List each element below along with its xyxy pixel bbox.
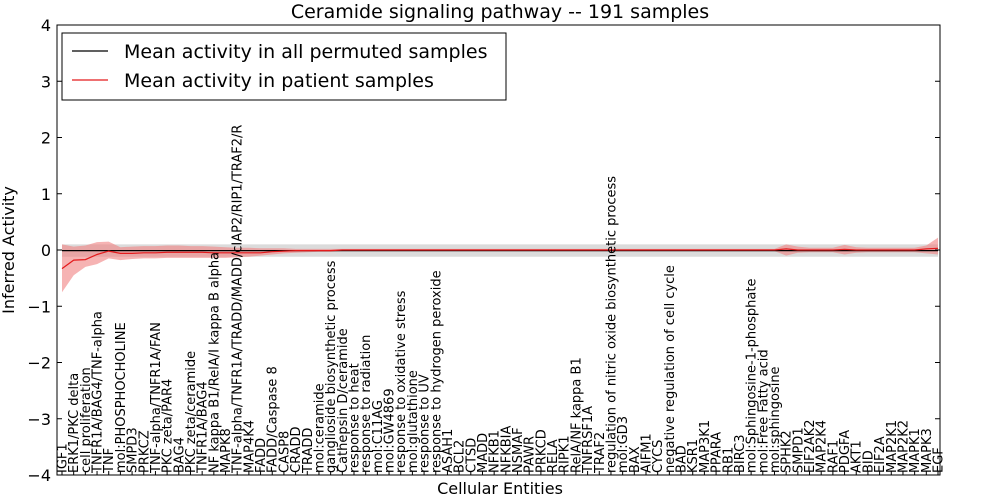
x-tick-label: response to UV: [418, 374, 433, 473]
x-tick-label: RELA: [546, 439, 561, 473]
x-tick-label: TNFR1A/BAG4: [196, 381, 211, 474]
x-tick-label: IGF1: [56, 443, 71, 473]
x-tick-label: MAPK8: [219, 428, 234, 473]
x-tick-label: RB1: [721, 447, 736, 473]
x-tick-label: MAP4K4: [242, 420, 257, 473]
y-tick-label: −4: [27, 466, 51, 485]
x-tick-label: NF kappa B1/RelA/I kappa B alpha: [207, 252, 222, 473]
x-tick-label: negative regulation of cell cycle: [663, 265, 678, 473]
x-tick-label: EIF2A: [873, 436, 888, 473]
x-tick-label: RelA/NF kappa B1: [569, 357, 584, 473]
x-tick-label: SMPD3: [126, 427, 141, 473]
x-tick-label: NFKBIA: [499, 426, 514, 473]
x-tick-label: BCL2: [453, 440, 468, 473]
legend-label-permuted: Mean activity in all permuted samples: [124, 41, 487, 63]
series-line-1: [61, 247, 939, 270]
x-tick-label: PPARA: [710, 432, 725, 473]
y-tick-label: −2: [27, 354, 51, 373]
x-tick-label: mol:C11AG: [371, 400, 386, 473]
x-tick-label: AKT1: [850, 440, 865, 473]
x-tick-label: mol:Sphingosine-1-phosphate: [745, 279, 760, 473]
x-tick-label: TNF-alpha/TNFR1A/FAN: [149, 322, 164, 474]
x-tick-label: FADD: [254, 438, 269, 473]
x-tick-label: TNF: [102, 448, 117, 474]
x-tick-label: KSR1: [686, 439, 701, 473]
x-tick-label: MAP2K1: [885, 420, 900, 473]
x-tick-label: response to oxidative stress: [394, 290, 409, 473]
x-tick-label: EGF: [932, 447, 947, 473]
x-tick-label: mol:PHOSPHOCHOLINE: [114, 322, 129, 473]
x-tick-label: CTSD: [464, 438, 479, 473]
x-tick-label: MAP2K4: [815, 420, 830, 473]
x-tick-label: RAF1: [826, 440, 841, 473]
x-tick-label: regulation of nitric oxide biosynthetic …: [605, 176, 620, 473]
x-tick-label: TRAF2: [593, 432, 608, 474]
x-tick-label: EIF2AK2: [803, 420, 818, 474]
chart-title: Ceramide signaling pathway -- 191 sample…: [291, 1, 709, 23]
x-tick-label: response to radiation: [359, 335, 374, 473]
legend-box: [61, 32, 507, 101]
legend-label-patient: Mean activity in patient samples: [124, 70, 434, 92]
y-tick-label: −1: [27, 297, 51, 316]
x-tick-label: mol:ceramide: [313, 383, 328, 473]
x-tick-label: mol:sphingosine: [768, 366, 783, 473]
x-axis-label: Cellular Entities: [437, 479, 563, 498]
x-tick-label: AIFM1: [640, 433, 655, 473]
y-tick-label: 1: [41, 185, 51, 204]
x-tick-label: TNFR1A/BAG4/TNF-alpha: [91, 311, 106, 474]
x-tick-label: NSMAF: [511, 427, 526, 473]
y-tick-label: 2: [41, 129, 51, 148]
x-tick-label: MADD: [476, 433, 491, 473]
x-tick-label: mol:GW4869: [383, 388, 398, 473]
y-tick-label: 3: [41, 72, 51, 91]
x-tick-label: BIRC3: [733, 435, 748, 474]
x-tick-label: MAP3K1: [698, 420, 713, 473]
y-axis: 4 3 2 1 0 −1 −2 −3 −4: [27, 16, 940, 485]
x-tick-label: mol:Free Fatty acid: [756, 349, 771, 473]
y-tick-label: −3: [27, 410, 51, 429]
series-lines: [61, 247, 939, 270]
x-tick-label: ganglioside biosynthetic process: [324, 260, 339, 473]
x-tick-label: TNF-alpha/TNFR1A/TRADD/MADD/cIAP2/RIP1/T…: [231, 125, 246, 474]
x-tick-label: SMPD1: [791, 427, 806, 473]
x-tick-label: TNFRSF1A: [581, 406, 596, 474]
legend: Mean activity in all permuted samples Me…: [61, 32, 507, 101]
x-tick-label: NFKB1: [488, 430, 503, 473]
x-tick-label: mol:GD3: [616, 416, 631, 473]
y-tick-label: 0: [41, 241, 51, 260]
x-tick-label: response to heat: [348, 363, 363, 473]
x-tick-label: RIPK1: [558, 435, 573, 473]
x-tick-label: PRKCZ: [137, 430, 152, 473]
x-tick-label: PKC zeta/ceramide: [184, 351, 199, 473]
x-tick-label: BAX: [628, 446, 643, 473]
x-tick-label: ASAH1: [441, 429, 456, 473]
x-tick-label: CRADD: [289, 427, 304, 474]
x-tick-label: PRKCD: [534, 429, 549, 473]
x-tick-label: response to hydrogen peroxide: [429, 270, 444, 473]
x-tick-label: PAWR: [523, 436, 538, 473]
x-tick-label: CYCS: [651, 440, 666, 473]
x-tick-label: BAD: [675, 445, 690, 473]
x-tick-label: MAPK1: [908, 428, 923, 473]
x-tick-label: SPHK2: [780, 430, 795, 473]
x-tick-label: ERK1/PKC delta: [67, 373, 82, 473]
x-tick-label: PKC zeta/PAR4: [161, 379, 176, 473]
x-tick-label: MAP2K2: [897, 420, 912, 473]
x-tick-label: PDGFA: [838, 430, 853, 473]
x-tick-label: FADD/Caspase 8: [266, 366, 281, 473]
x-tick-label: cell proliferation: [79, 367, 94, 473]
x-tick-label: mol:glutathione: [406, 370, 421, 473]
x-tick-label: Cathepsin D/ceramide: [336, 328, 351, 473]
x-tick-label: BID: [861, 450, 876, 473]
y-tick-label: 4: [41, 16, 51, 35]
x-tick-label: BAG4: [172, 437, 187, 473]
y-axis-label: Inferred Activity: [0, 186, 18, 314]
x-tick-label: CASP8: [277, 431, 292, 473]
x-tick-label: MAPK3: [920, 428, 935, 473]
x-tick-label: TRADD: [301, 428, 316, 474]
